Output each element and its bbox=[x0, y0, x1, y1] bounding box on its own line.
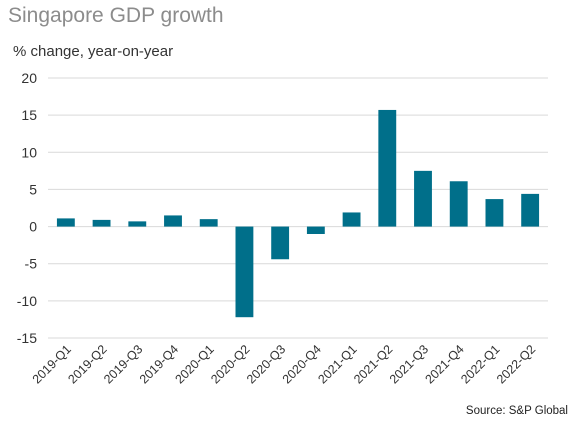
y-tick-label: -5 bbox=[25, 256, 38, 272]
bar bbox=[92, 219, 111, 227]
bar bbox=[235, 226, 254, 318]
bar bbox=[521, 193, 540, 227]
y-tick-label: 0 bbox=[29, 219, 37, 235]
y-tick-label: 5 bbox=[29, 181, 37, 197]
bar bbox=[342, 212, 361, 227]
chart-title: Singapore GDP growth bbox=[8, 4, 224, 27]
y-tick-label: 15 bbox=[21, 107, 37, 123]
source-note: Source: S&P Global bbox=[465, 405, 568, 417]
bar bbox=[378, 109, 397, 227]
y-tick-label: -15 bbox=[17, 330, 37, 346]
bar bbox=[56, 218, 75, 227]
y-tick-label: 20 bbox=[21, 70, 37, 86]
bar bbox=[128, 221, 147, 227]
bar bbox=[164, 215, 182, 227]
bar bbox=[485, 199, 504, 227]
bar bbox=[414, 170, 432, 227]
y-axis-label: % change, year-on-year bbox=[13, 43, 174, 60]
y-tick-label: 10 bbox=[21, 144, 37, 160]
bar bbox=[449, 181, 468, 227]
bar bbox=[306, 226, 325, 234]
y-tick-label: -10 bbox=[17, 293, 37, 309]
x-tick-label: 2022-Q2 bbox=[494, 342, 538, 386]
bar bbox=[271, 226, 290, 260]
bar bbox=[199, 219, 218, 227]
